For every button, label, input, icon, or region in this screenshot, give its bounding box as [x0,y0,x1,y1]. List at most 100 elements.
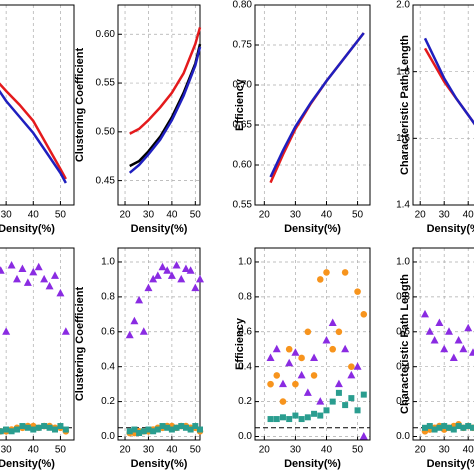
y-tick-label: 0.65 [233,120,253,131]
y-tick-label: 0.55 [96,78,116,89]
line-series [0,82,67,180]
x-tick-label: 30 [290,445,302,456]
square-point [24,424,31,431]
square-point [52,426,58,433]
triangle-point [272,344,281,353]
triangle-point [23,278,32,286]
y-tick-label: 0.6 [396,326,410,337]
circle-point [335,328,343,336]
y-axis-label: Efficiency [234,317,246,370]
y-axis-label: Efficiency [234,78,246,131]
y-tick-label: 0.0 [101,431,115,442]
y-tick-label: 0.55 [233,200,253,211]
triangle-point [430,336,439,344]
square-point [436,424,443,431]
x-tick-label: 40 [321,445,333,456]
line-series [129,43,202,168]
y-tick-label: 0.6 [238,326,252,337]
x-axis-label: Density(%) [427,458,474,470]
y-tick-label: 1.4 [396,200,410,211]
panel: 20 30 40 50 0.0 0.2 0.4 0.6 0.8 1.0 Density(%) Clus… [74,247,204,470]
x-tick-label: 50 [55,210,67,221]
triangle-point [125,330,134,339]
triangle-point [144,283,153,292]
triangle-point [316,397,325,405]
circle-point [273,372,281,379]
square-point [441,423,448,430]
square-point [178,423,185,430]
x-tick-label: 50 [352,210,364,221]
triangle-point [322,336,331,344]
x-tick-label: 30 [143,210,155,221]
square-point [455,423,462,430]
square-point [187,426,194,433]
plot-frame [254,247,371,441]
triangle-point [0,266,5,274]
circle-point [316,276,324,283]
circle-point [354,288,361,295]
triangle-point [2,327,11,335]
circle-point [348,363,355,370]
x-tick-label: 20 [259,445,271,456]
square-point [30,426,37,433]
y-tick-label: 2.0 [396,0,410,11]
triangle-point [40,274,49,283]
y-tick-label: 0.4 [101,361,115,372]
square-point [46,424,53,431]
y-axis-label: Clustering Coefficient [74,287,86,402]
x-tick-label: 30 [439,445,451,456]
square-point [159,423,166,430]
square-point [311,410,318,417]
square-point [192,423,199,430]
line-series [269,32,365,184]
square-point [164,424,171,431]
plot-frame [412,4,474,206]
triangle-point [278,379,287,388]
triangle-point [56,288,65,297]
x-tick-label: 40 [463,210,474,221]
y-axis-label: Characteristic Path Length [399,274,411,414]
circle-point [329,345,337,353]
triangle-point [328,318,337,327]
square-point [279,414,286,421]
square-point [154,426,161,433]
line-series [129,27,202,135]
square-point [470,424,474,431]
circle-point [341,269,349,276]
triangle-point [449,353,458,361]
panel: 20 30 40 50 0.55 0.60 0.65 0.70 0.75 0.80 Density(… [233,0,371,235]
triangle-point [347,370,356,379]
square-point [41,423,48,430]
square-point [286,416,293,423]
triangle-point [13,274,21,283]
line-series [423,37,474,126]
square-point [354,407,361,414]
square-point [57,423,64,430]
circle-point [304,328,312,336]
square-point [150,428,157,435]
square-point [145,426,152,433]
triangle-point [163,266,172,274]
x-tick-label: 40 [166,210,178,221]
square-point [426,423,433,430]
square-point [342,402,349,409]
panel: 20 30 40 50 0.45 0.50 0.55 0.60 Density(%) Cluste… [74,4,202,235]
panel: 203040500.00.20.40.60.81.0Density(%)Char… [396,247,474,470]
square-point [14,426,20,433]
square-point [450,426,457,433]
triangle-point [359,432,368,440]
triangle-point [297,370,306,379]
square-point [431,426,438,433]
triangle-point [172,260,181,269]
x-tick-label: 40 [166,445,178,456]
square-point [360,391,367,398]
plot-frame [117,4,201,206]
circle-point [298,354,305,362]
triangle-point [291,348,300,356]
circle-point [285,345,293,353]
circle-point [310,372,318,379]
y-axis-label: Characteristic Path Length [399,35,411,175]
triangle-point [425,327,434,335]
triangle-point [191,283,200,292]
triangle-point [454,336,463,344]
